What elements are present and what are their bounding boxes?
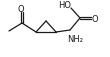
- Text: O: O: [18, 5, 24, 14]
- Text: HO: HO: [59, 1, 72, 10]
- Text: NH₂: NH₂: [67, 35, 83, 44]
- Text: O: O: [92, 14, 98, 23]
